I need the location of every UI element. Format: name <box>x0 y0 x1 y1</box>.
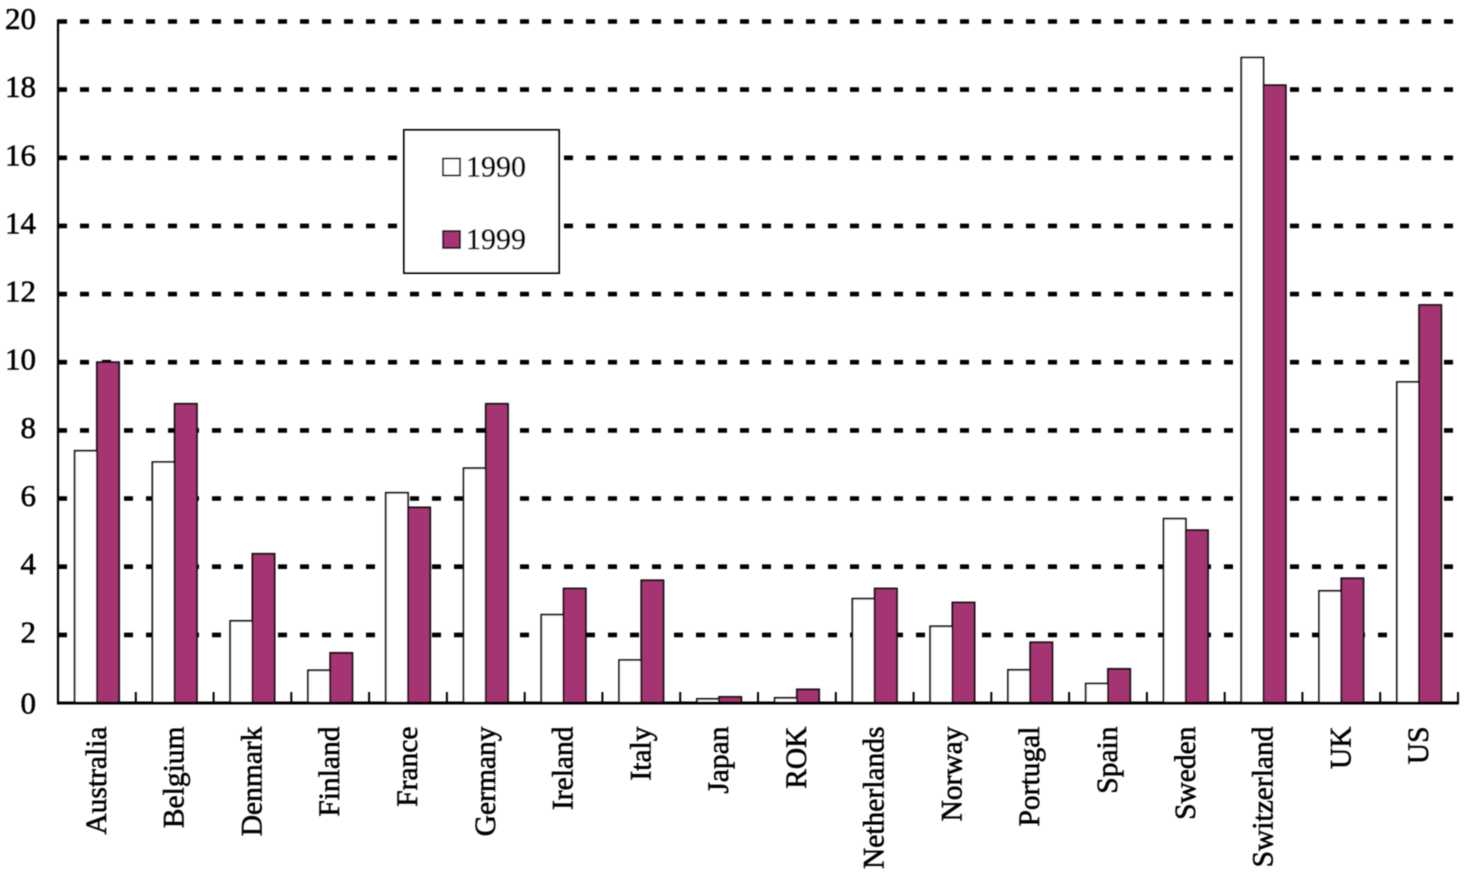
svg-text:2: 2 <box>21 614 37 649</box>
svg-text:Japan: Japan <box>703 726 735 793</box>
svg-text:Belgium: Belgium <box>159 726 191 828</box>
svg-text:10: 10 <box>5 342 36 377</box>
svg-text:Netherlands: Netherlands <box>859 727 891 870</box>
svg-text:Sweden: Sweden <box>1170 726 1202 820</box>
svg-text:Portugal: Portugal <box>1014 727 1046 827</box>
svg-text:20: 20 <box>5 1 36 36</box>
svg-text:1990: 1990 <box>466 151 526 184</box>
svg-text:Italy: Italy <box>625 726 657 780</box>
svg-text:16: 16 <box>5 137 36 172</box>
svg-text:14: 14 <box>5 205 37 240</box>
svg-text:12: 12 <box>5 274 36 309</box>
svg-text:Spain: Spain <box>1092 726 1124 793</box>
svg-text:Norway: Norway <box>936 726 968 821</box>
svg-text:Australia: Australia <box>81 727 113 835</box>
svg-text:0: 0 <box>21 686 37 721</box>
svg-text:6: 6 <box>21 478 37 513</box>
svg-text:18: 18 <box>5 69 36 104</box>
svg-text:Switzerland: Switzerland <box>1248 726 1280 867</box>
svg-text:UK: UK <box>1325 727 1357 770</box>
svg-text:ROK: ROK <box>781 727 813 789</box>
svg-text:US: US <box>1403 727 1435 765</box>
svg-text:Germany: Germany <box>470 726 502 836</box>
svg-text:Denmark: Denmark <box>236 726 268 836</box>
svg-text:France: France <box>392 727 424 807</box>
svg-text:1999: 1999 <box>466 223 526 256</box>
svg-text:8: 8 <box>21 410 37 445</box>
svg-text:Finland: Finland <box>314 726 346 816</box>
svg-text:4: 4 <box>21 546 37 581</box>
svg-text:Ireland: Ireland <box>548 726 580 810</box>
